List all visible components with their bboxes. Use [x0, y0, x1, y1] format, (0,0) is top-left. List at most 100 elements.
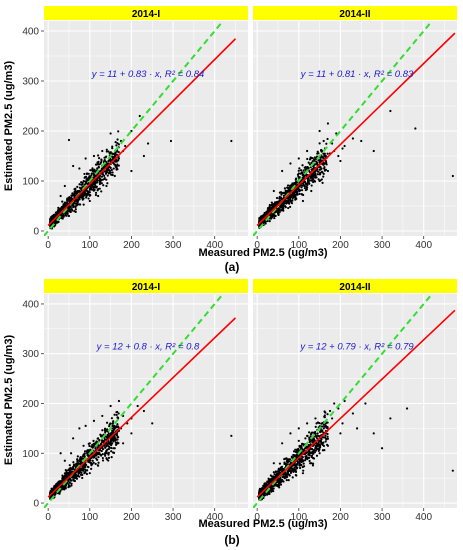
data-point: [87, 449, 90, 452]
data-point: [300, 189, 304, 192]
data-point: [109, 132, 112, 135]
data-point: [73, 190, 77, 194]
data-point: [337, 154, 340, 158]
data-point: [49, 490, 52, 493]
data-point: [82, 453, 85, 456]
data-point: [60, 213, 63, 216]
data-point: [97, 194, 100, 198]
data-point: [102, 173, 105, 176]
data-point: [69, 452, 73, 455]
data-point: [111, 173, 114, 177]
data-point: [298, 464, 301, 467]
data-point: [283, 472, 286, 475]
data-point: [288, 460, 291, 463]
data-point: [312, 437, 315, 440]
data-point: [77, 196, 80, 199]
data-point: [103, 427, 107, 430]
data-point: [286, 184, 290, 187]
data-point: [74, 465, 77, 468]
data-point: [282, 194, 286, 197]
x-tick-label: 300: [165, 240, 182, 251]
data-point: [111, 145, 114, 148]
data-point: [105, 451, 108, 455]
data-point: [324, 440, 327, 443]
data-point: [66, 198, 69, 201]
data-point: [67, 214, 71, 218]
data-point: [278, 486, 281, 489]
x-axis: 0 100 200 300 400: [254, 236, 432, 251]
data-point: [94, 193, 98, 197]
data-point: [272, 462, 275, 465]
data-point: [277, 478, 280, 481]
data-point: [107, 159, 110, 163]
data-point: [76, 455, 79, 458]
data-point: [81, 457, 84, 460]
data-point: [326, 137, 329, 141]
data-point: [313, 180, 317, 183]
data-point: [272, 471, 275, 474]
data-point: [64, 487, 67, 490]
data-point: [52, 487, 55, 490]
data-point: [116, 410, 119, 414]
data-point: [296, 461, 299, 464]
data-point: [325, 163, 328, 166]
data-point: [302, 462, 305, 465]
data-point: [313, 451, 316, 454]
data-point: [266, 210, 269, 213]
data-point: [309, 451, 313, 455]
data-point: [297, 427, 300, 430]
data-point: [82, 194, 85, 197]
data-point: [311, 172, 315, 176]
data-point: [301, 199, 305, 203]
data-point: [52, 213, 55, 217]
data-point: [286, 473, 289, 476]
data-point: [106, 182, 109, 185]
data-point: [280, 465, 284, 468]
data-point: [321, 449, 325, 452]
data-point: [326, 413, 329, 416]
data-point: [107, 456, 111, 459]
data-point: [111, 442, 114, 445]
data-point: [110, 417, 114, 420]
data-point: [281, 476, 284, 479]
data-point: [97, 166, 100, 169]
data-point: [116, 416, 119, 419]
data-point: [301, 465, 304, 469]
data-point: [107, 432, 110, 435]
data-point: [95, 185, 98, 188]
data-point: [142, 409, 146, 413]
data-point: [322, 172, 325, 176]
data-point: [360, 139, 363, 143]
data-point: [279, 478, 282, 481]
y-tick-label: 300: [22, 77, 39, 88]
data-point: [323, 169, 327, 172]
data-point: [80, 183, 83, 186]
data-point: [88, 199, 91, 203]
data-point: [280, 206, 283, 209]
data-point: [90, 172, 93, 176]
data-point: [281, 169, 284, 173]
data-point: [278, 197, 281, 200]
data-point: [312, 439, 316, 443]
data-point: [109, 422, 112, 425]
data-point: [108, 425, 111, 428]
data-point: [312, 166, 315, 169]
data-point: [310, 161, 313, 165]
data-point: [321, 421, 324, 425]
panel-b-ylabel: Estimated PM2.5 (ug/m3): [3, 335, 15, 466]
data-point: [326, 421, 329, 424]
data-point: [319, 439, 323, 443]
data-point: [78, 469, 81, 472]
data-point: [264, 493, 267, 497]
data-point: [301, 455, 304, 459]
y-tick-label: 400: [22, 299, 39, 310]
data-point: [138, 114, 141, 118]
data-point: [308, 170, 311, 174]
data-point: [108, 169, 111, 172]
data-point: [86, 453, 89, 457]
data-point: [293, 469, 296, 472]
data-point: [92, 173, 96, 177]
facet-strip: [253, 279, 457, 293]
data-point: [308, 440, 311, 444]
